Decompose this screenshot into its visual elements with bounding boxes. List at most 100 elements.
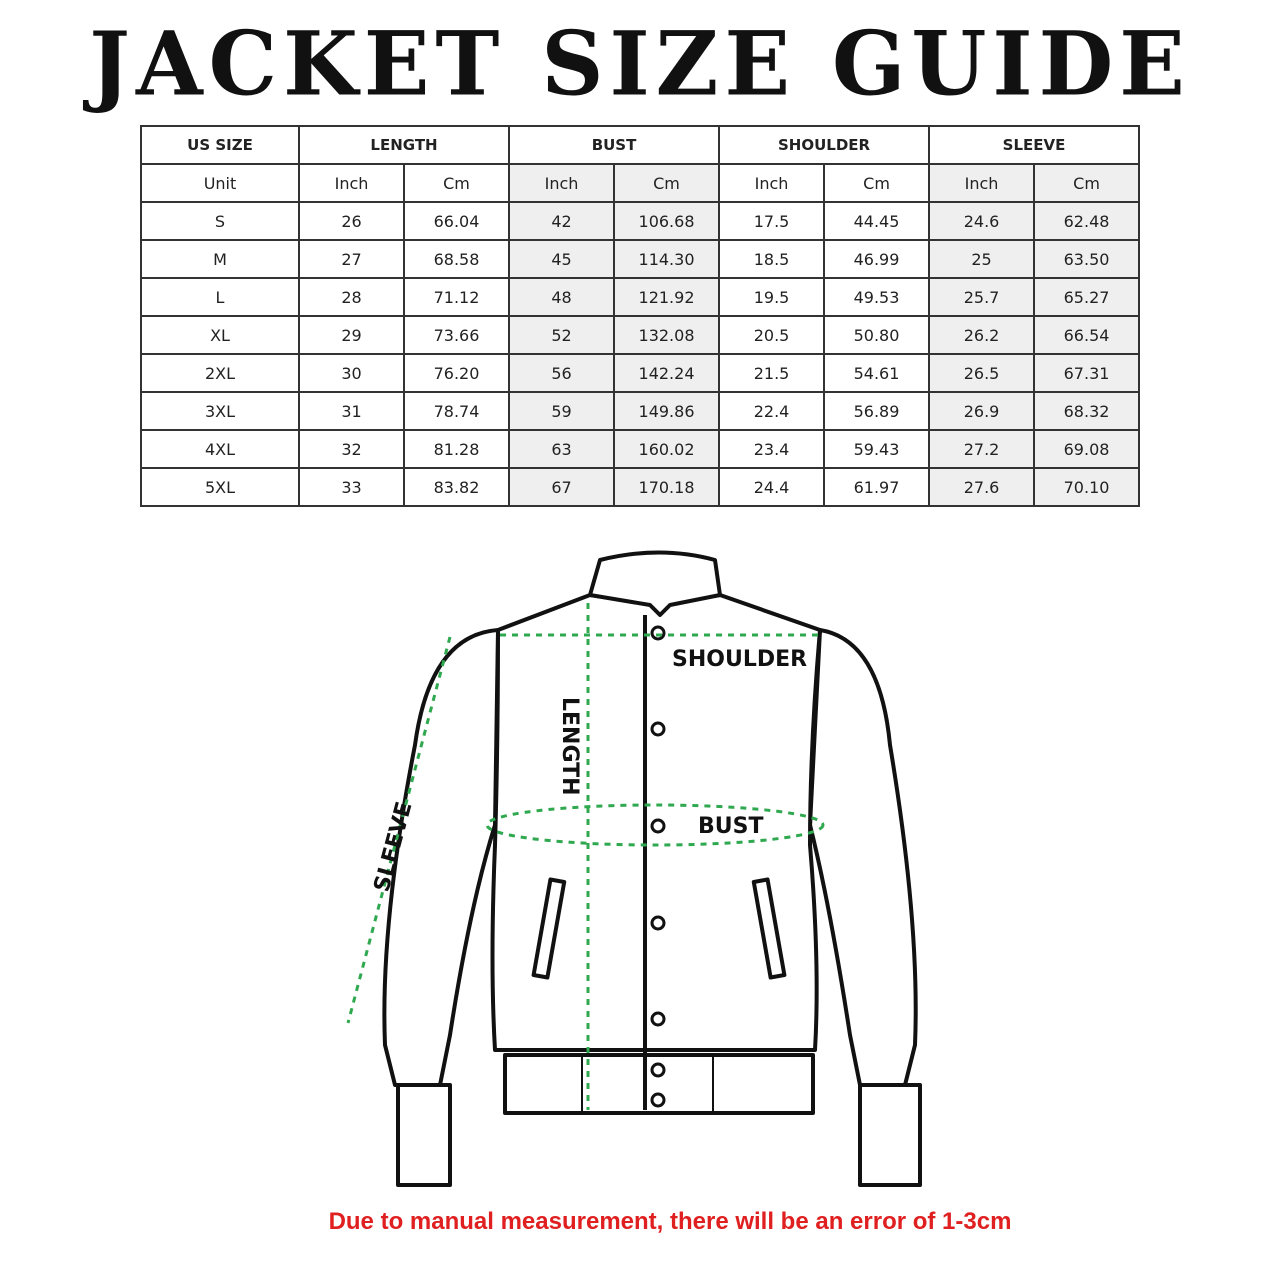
- value-cell: 21.5: [718, 353, 826, 393]
- value-cell: 44.45: [823, 201, 931, 241]
- value-cell: 65.27: [1033, 277, 1141, 317]
- value-cell: 132.08: [613, 315, 721, 355]
- value-cell: 49.53: [823, 277, 931, 317]
- length-label: LENGTH: [557, 697, 582, 796]
- shoulder-label: SHOULDER: [672, 647, 807, 672]
- unit-cell: Inch: [298, 163, 405, 203]
- left-sleeve: [382, 628, 500, 1087]
- left-pocket: [531, 877, 567, 980]
- value-cell: 62.48: [1033, 201, 1141, 241]
- table-row: 5XL 33 83.82 67 170.18 24.4 61.97 27.6 70.10: [140, 467, 1141, 507]
- unit-cell: Inch: [718, 163, 826, 203]
- size-cell: 2XL: [140, 353, 300, 393]
- value-cell: 25.7: [928, 277, 1036, 317]
- button: [650, 915, 666, 931]
- value-cell: 26: [298, 201, 405, 241]
- value-cell: 63.50: [1033, 239, 1141, 279]
- value-cell: 26.2: [928, 315, 1036, 355]
- unit-cell: Cm: [402, 163, 511, 203]
- value-cell: 50.80: [823, 315, 931, 355]
- button: [650, 1062, 666, 1078]
- value-cell: 54.61: [823, 353, 931, 393]
- right-sleeve: [808, 628, 918, 1087]
- value-cell: 27.6: [928, 467, 1036, 507]
- value-cell: 83.82: [402, 467, 511, 507]
- measurement-note: Due to manual measurement, there will be…: [328, 1208, 1012, 1235]
- value-cell: 67: [508, 467, 616, 507]
- value-cell: 48: [508, 277, 616, 317]
- value-cell: 24.6: [928, 201, 1036, 241]
- bust-measure-line: [485, 803, 825, 847]
- bust-label: BUST: [698, 814, 763, 839]
- button: [650, 1092, 666, 1108]
- value-cell: 59.43: [823, 429, 931, 469]
- value-cell: 78.74: [402, 391, 511, 431]
- value-cell: 114.30: [613, 239, 721, 279]
- value-cell: 66.54: [1033, 315, 1141, 355]
- size-cell: 3XL: [140, 391, 300, 431]
- size-table: US SIZE LENGTH BUST SHOULDER SLEEVE Unit Inch C…: [140, 125, 1141, 507]
- value-cell: 45: [508, 239, 616, 279]
- table-row: 4XL 32 81.28 63 160.02 23.4 59.43 27.2 69.08: [140, 429, 1141, 469]
- jacket-diagram: SHOULDER LENGTH BUST SLEEVE: [346, 550, 922, 1187]
- value-cell: 17.5: [718, 201, 826, 241]
- unit-cell: Unit: [140, 163, 300, 203]
- value-cell: 67.31: [1033, 353, 1141, 393]
- header-length: LENGTH: [297, 125, 511, 165]
- size-cell: L: [140, 277, 300, 317]
- table-header-row: US SIZE LENGTH BUST SHOULDER SLEEVE: [140, 125, 1141, 165]
- table-row: M 27 68.58 45 114.30 18.5 46.99 25 63.50: [140, 239, 1141, 279]
- value-cell: 25: [928, 239, 1036, 279]
- value-cell: 28: [298, 277, 405, 317]
- value-cell: 30: [298, 353, 405, 393]
- value-cell: 18.5: [718, 239, 826, 279]
- value-cell: 19.5: [718, 277, 826, 317]
- value-cell: 70.10: [1033, 467, 1141, 507]
- value-cell: 68.58: [402, 239, 511, 279]
- value-cell: 63: [508, 429, 616, 469]
- value-cell: 29: [298, 315, 405, 355]
- unit-row: Unit Inch Cm Inch Cm Inch Cm Inch Cm: [140, 163, 1141, 203]
- table-row: 2XL 30 76.20 56 142.24 21.5 54.61 26.5 67.31: [140, 353, 1141, 393]
- unit-cell: Inch: [928, 163, 1036, 203]
- value-cell: 66.04: [402, 201, 511, 241]
- value-cell: 42: [508, 201, 616, 241]
- header-bust: BUST: [508, 125, 721, 165]
- button: [650, 818, 666, 834]
- unit-cell: Inch: [508, 163, 616, 203]
- value-cell: 24.4: [718, 467, 826, 507]
- header-us-size: US SIZE: [140, 125, 300, 165]
- value-cell: 26.5: [928, 353, 1036, 393]
- button: [650, 1011, 666, 1027]
- unit-cell: Cm: [613, 163, 721, 203]
- value-cell: 27.2: [928, 429, 1036, 469]
- collar: [588, 550, 722, 617]
- value-cell: 121.92: [613, 277, 721, 317]
- value-cell: 149.86: [613, 391, 721, 431]
- right-cuff: [858, 1083, 922, 1187]
- table-row: S 26 66.04 42 106.68 17.5 44.45 24.6 62.48: [140, 201, 1141, 241]
- value-cell: 73.66: [402, 315, 511, 355]
- value-cell: 32: [298, 429, 405, 469]
- page-title: JACKET SIZE GUIDE: [89, 12, 1191, 117]
- value-cell: 23.4: [718, 429, 826, 469]
- value-cell: 81.28: [402, 429, 511, 469]
- size-cell: 5XL: [140, 467, 300, 507]
- header-shoulder: SHOULDER: [718, 125, 931, 165]
- value-cell: 46.99: [823, 239, 931, 279]
- value-cell: 160.02: [613, 429, 721, 469]
- value-cell: 22.4: [718, 391, 826, 431]
- value-cell: 71.12: [402, 277, 511, 317]
- value-cell: 31: [298, 391, 405, 431]
- value-cell: 61.97: [823, 467, 931, 507]
- button: [650, 721, 666, 737]
- size-cell: 4XL: [140, 429, 300, 469]
- table-row: L 28 71.12 48 121.92 19.5 49.53 25.7 65.27: [140, 277, 1141, 317]
- size-cell: M: [140, 239, 300, 279]
- value-cell: 26.9: [928, 391, 1036, 431]
- table-row: 3XL 31 78.74 59 149.86 22.4 56.89 26.9 68.32: [140, 391, 1141, 431]
- button: [650, 625, 666, 641]
- table-row: XL 29 73.66 52 132.08 20.5 50.80 26.2 66.54: [140, 315, 1141, 355]
- right-pocket: [751, 877, 787, 980]
- unit-cell: Cm: [823, 163, 931, 203]
